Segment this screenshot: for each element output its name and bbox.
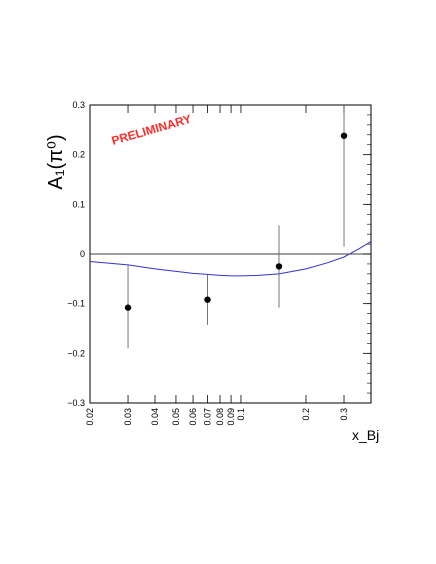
x-tick-label: 0.08 [215,408,225,426]
y-axis-ticks: −0.3 −0.2 −0.1 0 0.1 0.2 0.3 [67,100,371,408]
y-tick-label: −0.3 [67,398,85,408]
x-tick-label: 0.1 [236,408,246,421]
y-axis-label: A₁(π⁰) [45,134,67,189]
x-tick-label: 0.3 [339,408,349,421]
y-tick-label: 0.3 [72,100,85,110]
y-tick-label: 0.1 [72,199,85,209]
theory-curve [89,241,372,277]
x-tick-label: 0.09 [226,408,236,426]
x-axis-ticks: 0.02 0.03 0.04 0.05 0.06 0.07 0.08 0.09 0.1 0.2 0.… [85,105,349,426]
x-tick-label: 0.07 [203,408,213,426]
x-tick-label: 0.04 [150,408,160,426]
data-point [124,304,132,311]
y-tick-label: −0.1 [67,299,85,309]
y-tick-label: 0 [80,249,85,259]
y-tick-label: 0.2 [72,150,85,160]
x-tick-label: 0.2 [301,408,311,421]
data-point [204,296,211,303]
x-tick-label: 0.06 [188,408,198,426]
y-tick-label: −0.2 [67,348,85,358]
data-point [340,132,348,139]
preliminary-label: PRELIMINARY [110,112,193,148]
data-point [275,263,283,270]
data-points [124,105,348,349]
x-axis-label: x_Bj [352,427,379,443]
x-tick-label: 0.05 [171,408,181,426]
x-tick-label: 0.03 [123,408,133,426]
x-tick-label: 0.02 [85,408,95,426]
